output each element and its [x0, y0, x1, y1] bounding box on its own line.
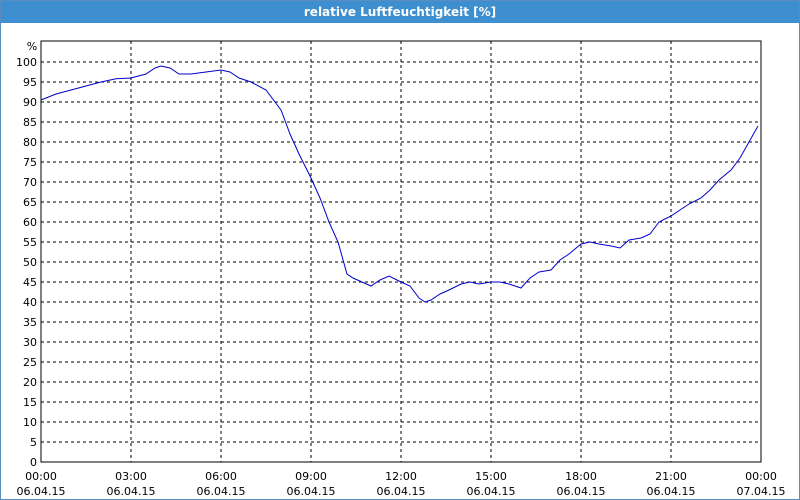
grid-layer — [41, 41, 761, 462]
x-tick-time-label: 00:00 — [745, 470, 777, 483]
y-axis-unit-label: % — [27, 40, 37, 53]
x-tick-time-label: 03:00 — [115, 470, 147, 483]
x-tick-date-label: 06.04.15 — [467, 485, 516, 498]
y-tick-label: 20 — [23, 376, 37, 389]
y-tick-label: 100 — [16, 56, 37, 69]
y-tick-label: 40 — [23, 296, 37, 309]
y-tick-labels: 0 5 10 15 20 25 30 35 40 45 50 55 60 65 70 75 80 85 90 95 10… — [16, 56, 37, 469]
x-tick-date-label: 07.04.15 — [737, 485, 786, 498]
x-tick-date-label: 06.04.15 — [197, 485, 246, 498]
x-tick-time-label: 12:00 — [385, 470, 417, 483]
x-tick-time-label: 09:00 — [295, 470, 327, 483]
y-tick-label: 85 — [23, 116, 37, 129]
y-tick-label: 70 — [23, 176, 37, 189]
y-tick-label: 95 — [23, 76, 37, 89]
y-tick-label: 90 — [23, 96, 37, 109]
y-tick-label: 75 — [23, 156, 37, 169]
plot-area-frame — [40, 40, 762, 463]
x-tick-time-label: 18:00 — [565, 470, 597, 483]
x-tick-labels: 00:00 06.04.15 03:00 06.04.15 06:00 06.04.15 0… — [17, 470, 786, 498]
window-title: relative Luftfeuchtigkeit [%] — [1, 1, 799, 23]
y-tick-label: 60 — [23, 216, 37, 229]
humidity-series-line — [40, 65, 759, 303]
x-tick-time-label: 00:00 — [25, 470, 57, 483]
y-tick-label: 10 — [23, 416, 37, 429]
y-tick-label: 0 — [30, 456, 37, 469]
y-tick-label: 5 — [30, 436, 37, 449]
x-tick-date-label: 06.04.15 — [17, 485, 66, 498]
y-tick-label: 15 — [23, 396, 37, 409]
y-tick-label: 45 — [23, 276, 37, 289]
x-tick-date-label: 06.04.15 — [557, 485, 606, 498]
y-tick-label: 50 — [23, 256, 37, 269]
y-tick-label: 65 — [23, 196, 37, 209]
y-tick-label: 25 — [23, 356, 37, 369]
y-tick-label: 30 — [23, 336, 37, 349]
x-tick-time-label: 21:00 — [655, 470, 687, 483]
x-tick-time-label: 15:00 — [475, 470, 507, 483]
y-tick-label: 55 — [23, 236, 37, 249]
x-tick-date-label: 06.04.15 — [647, 485, 696, 498]
x-tick-time-label: 06:00 — [205, 470, 237, 483]
x-tick-date-label: 06.04.15 — [287, 485, 336, 498]
x-tick-date-label: 06.04.15 — [377, 485, 426, 498]
y-tick-label: 80 — [23, 136, 37, 149]
x-tick-date-label: 06.04.15 — [107, 485, 156, 498]
y-tick-label: 35 — [23, 316, 37, 329]
